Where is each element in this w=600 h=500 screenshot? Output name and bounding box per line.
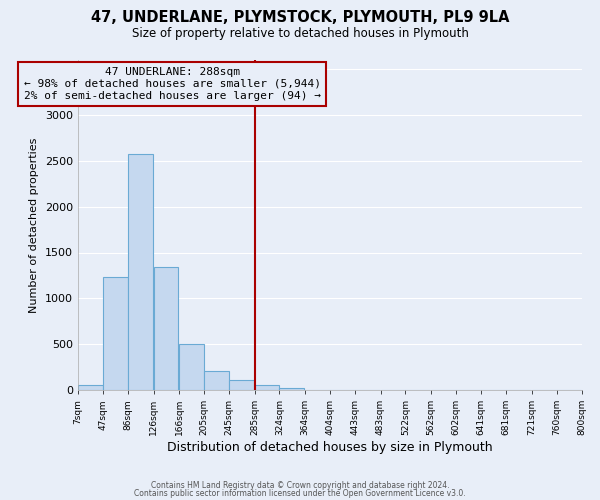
Bar bbox=[179, 344, 204, 390]
Text: 47 UNDERLANE: 288sqm
← 98% of detached houses are smaller (5,944)
2% of semi-det: 47 UNDERLANE: 288sqm ← 98% of detached h… bbox=[23, 68, 320, 100]
Bar bbox=[103, 277, 128, 390]
Text: 47, UNDERLANE, PLYMSTOCK, PLYMOUTH, PL9 9LA: 47, UNDERLANE, PLYMSTOCK, PLYMOUTH, PL9 … bbox=[91, 10, 509, 25]
Text: Size of property relative to detached houses in Plymouth: Size of property relative to detached ho… bbox=[131, 28, 469, 40]
Bar bbox=[280, 388, 304, 390]
Bar bbox=[254, 386, 280, 390]
Text: Contains HM Land Registry data © Crown copyright and database right 2024.: Contains HM Land Registry data © Crown c… bbox=[151, 481, 449, 490]
Bar bbox=[128, 154, 153, 390]
Bar bbox=[204, 371, 229, 390]
Bar bbox=[78, 386, 103, 390]
Y-axis label: Number of detached properties: Number of detached properties bbox=[29, 138, 40, 312]
X-axis label: Distribution of detached houses by size in Plymouth: Distribution of detached houses by size … bbox=[167, 441, 493, 454]
Text: Contains public sector information licensed under the Open Government Licence v3: Contains public sector information licen… bbox=[134, 488, 466, 498]
Bar bbox=[154, 267, 178, 390]
Bar bbox=[229, 380, 254, 390]
